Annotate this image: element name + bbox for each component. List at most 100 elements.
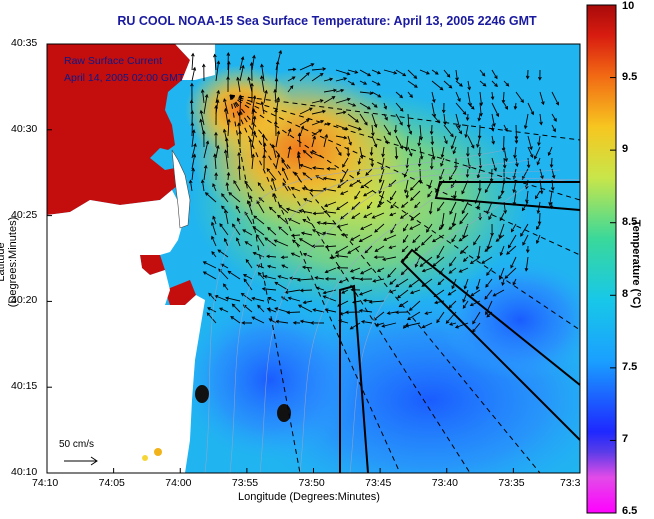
current-vector <box>493 289 505 297</box>
current-vector-head <box>336 206 340 211</box>
current-vector-head <box>409 187 414 191</box>
current-vector <box>382 146 385 157</box>
current-vector <box>316 287 325 291</box>
current-vector <box>463 256 469 262</box>
current-vector-head <box>413 75 418 79</box>
current-vector-head <box>277 214 281 219</box>
current-vector <box>200 110 205 126</box>
current-vector-head <box>252 226 257 230</box>
current-vector-head <box>359 277 364 282</box>
current-vector <box>418 157 421 167</box>
current-vector-head <box>535 240 540 244</box>
current-vector-head <box>529 146 533 151</box>
current-vector <box>470 256 481 264</box>
current-vector <box>323 222 337 225</box>
current-vector-head <box>282 182 286 187</box>
current-vector-head <box>369 152 374 157</box>
current-vector-head <box>366 205 371 210</box>
current-vector <box>551 113 557 122</box>
current-vector <box>226 138 229 159</box>
current-vector-head <box>399 121 403 126</box>
current-vector-head <box>514 140 519 144</box>
current-vector <box>406 157 409 168</box>
current-vector-head <box>298 238 303 242</box>
current-vector <box>238 166 241 181</box>
current-vector-head <box>319 73 324 77</box>
current-vector <box>407 91 413 98</box>
current-vector-head <box>280 255 285 260</box>
current-vector <box>245 241 253 247</box>
current-vector <box>389 278 397 285</box>
x-tick-label: 74:10 <box>32 477 59 489</box>
current-vector-head <box>264 237 269 241</box>
current-vector <box>281 159 289 170</box>
current-vector-head <box>202 261 207 265</box>
current-vector-head <box>370 163 375 168</box>
current-vector <box>526 190 529 203</box>
current-vector-head <box>419 263 424 267</box>
current-vector-head <box>431 156 436 161</box>
current-vector <box>449 256 457 267</box>
current-vector <box>251 108 255 126</box>
land-north <box>175 44 215 80</box>
current-vector-head <box>401 248 406 253</box>
current-vector-head <box>501 282 505 286</box>
current-vector <box>303 253 313 258</box>
current-vector <box>527 157 530 168</box>
current-vector-head <box>369 91 374 95</box>
current-vector-head <box>551 175 556 179</box>
current-vector-head <box>425 71 430 75</box>
current-vector-head <box>249 61 254 66</box>
current-vector <box>395 102 404 112</box>
current-vector <box>224 238 229 247</box>
current-vector-head <box>278 49 283 54</box>
current-vector <box>415 256 421 268</box>
current-vector <box>419 168 422 184</box>
current-vector <box>202 89 205 104</box>
current-vector-head <box>534 155 538 160</box>
shipping-lanes <box>339 181 580 473</box>
current-vector <box>287 76 296 82</box>
current-vector <box>205 192 217 203</box>
current-vector-head <box>478 165 483 169</box>
current-vector-head <box>512 281 516 286</box>
current-vector <box>285 289 301 293</box>
current-vector-head <box>340 88 345 93</box>
current-vector <box>219 307 229 313</box>
current-vector <box>191 154 196 170</box>
current-vector <box>401 201 409 208</box>
current-vector <box>370 146 373 156</box>
current-vector-head <box>324 133 329 138</box>
current-vector <box>405 322 421 327</box>
current-vector-head <box>394 155 399 160</box>
current-vector <box>503 80 509 87</box>
current-vector <box>372 212 385 219</box>
current-vector <box>395 146 398 159</box>
current-vector-head <box>426 228 430 233</box>
current-vector-head <box>486 210 490 215</box>
current-vector <box>395 278 409 288</box>
map-title: RU COOL NOAA-15 Sea Surface Temperature:… <box>117 14 537 28</box>
current-vector-head <box>451 285 455 290</box>
current-vector-head <box>347 250 352 254</box>
current-vector-head <box>350 237 354 241</box>
current-vector-head <box>363 214 368 218</box>
current-vector <box>431 91 435 103</box>
current-vector-head <box>310 321 314 325</box>
current-vector-head <box>257 182 262 186</box>
current-vector-head <box>364 249 369 254</box>
current-vector <box>275 154 280 170</box>
current-vector-head <box>222 283 227 288</box>
current-vector <box>454 190 457 199</box>
current-vector <box>465 124 469 138</box>
current-vector <box>410 289 421 294</box>
current-vector <box>502 278 505 286</box>
current-vector <box>275 131 280 148</box>
current-vector <box>278 204 289 214</box>
current-vector-head <box>340 191 344 195</box>
current-vector <box>269 206 277 214</box>
current-vector-head <box>296 278 301 282</box>
current-vector-head <box>338 152 342 156</box>
current-vector-head <box>188 179 193 184</box>
current-vector <box>373 311 385 321</box>
